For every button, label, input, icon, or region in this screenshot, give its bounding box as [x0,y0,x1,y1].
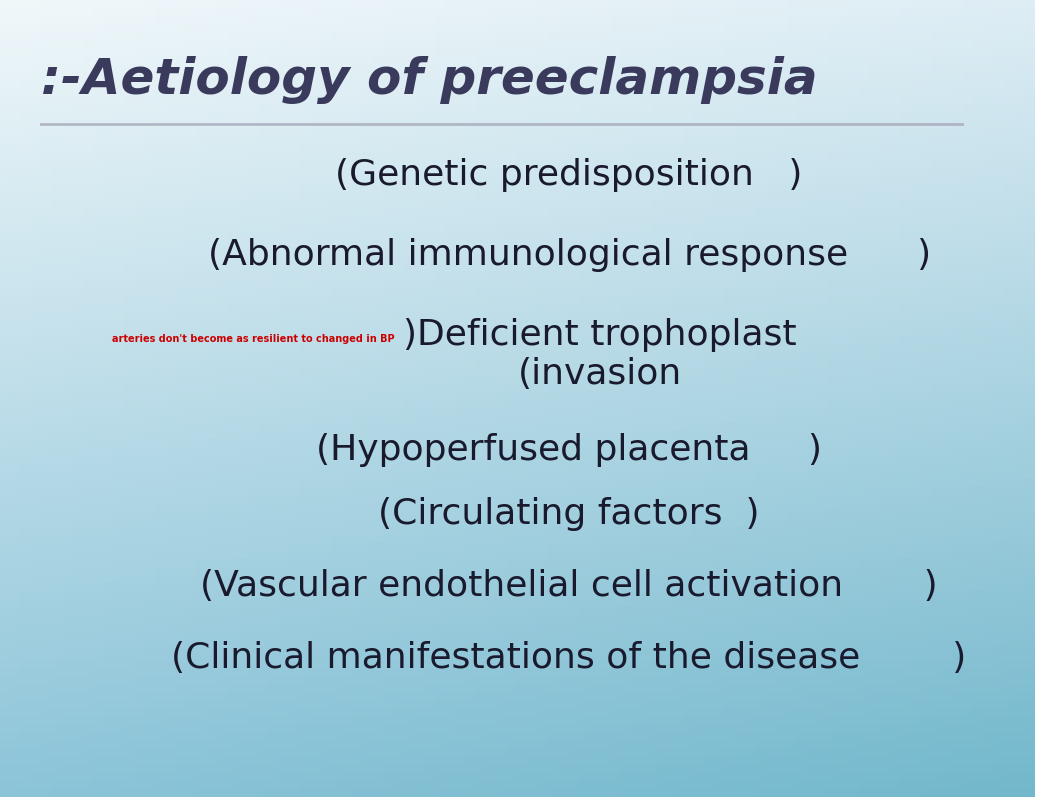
Text: (Genetic predisposition   ): (Genetic predisposition ) [336,159,803,192]
Text: (Clinical manifestations of the disease        ): (Clinical manifestations of the disease … [171,641,966,674]
Text: (Vascular endothelial cell activation       ): (Vascular endothelial cell activation ) [201,569,938,603]
Text: :-Aetiology of preeclampsia: :-Aetiology of preeclampsia [41,56,818,104]
Text: (Circulating factors  ): (Circulating factors ) [378,497,760,531]
Text: (Abnormal immunological response      ): (Abnormal immunological response ) [207,238,930,272]
Text: arteries don't become as resilient to changed in BP: arteries don't become as resilient to ch… [113,334,395,344]
Text: (Hypoperfused placenta     ): (Hypoperfused placenta ) [316,434,822,467]
Text: )Deficient trophoplast
(invasion: )Deficient trophoplast (invasion [404,318,796,391]
